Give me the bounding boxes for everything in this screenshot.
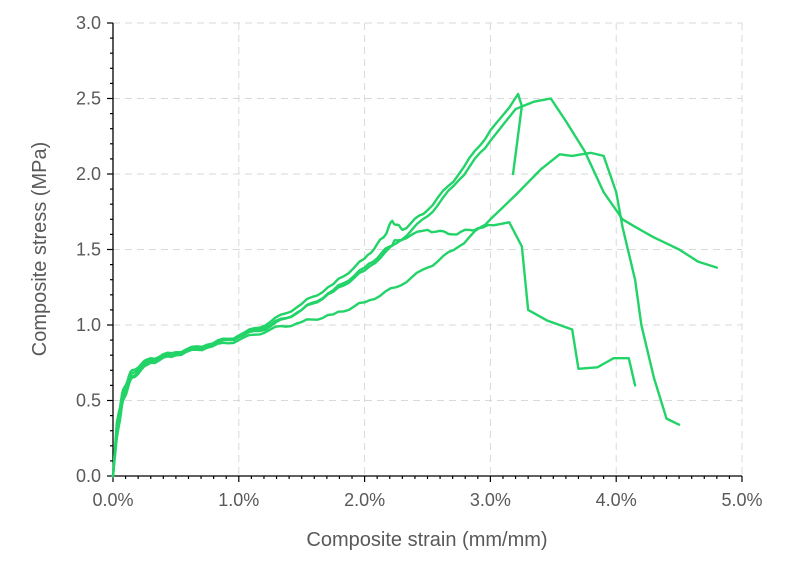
y-tick-label: 1.0 [76,315,101,335]
y-tick-label: 0.0 [76,466,101,486]
series-line-4 [111,151,681,478]
y-tick-label: 0.5 [76,391,101,411]
series-line-2 [111,92,524,478]
y-tick-label: 2.5 [76,89,101,109]
data-series [111,92,719,478]
x-tick-label: 5.0% [721,490,762,510]
x-axis-title: Composite strain (mm/mm) [306,529,547,551]
x-tick-label: 1.0% [218,490,259,510]
gridlines [113,22,743,476]
x-tick-label: 4.0% [596,490,637,510]
tick-labels: 0.0% 1.0% 2.0% 3.0% 4.0% 5.0% 0.0 0.5 1.0 1.5 2.0 2… [76,13,763,510]
x-tick-label: 0.0% [92,490,133,510]
y-axis-title: Composite stress (MPa) [29,142,51,357]
y-tick-label: 3.0 [76,13,101,33]
series-line-3 [111,97,719,478]
axes [107,22,743,482]
y-tick-label: 2.0 [76,164,101,184]
x-tick-label: 3.0% [470,490,511,510]
y-tick-label: 1.5 [76,240,101,260]
x-tick-label: 2.0% [344,490,385,510]
